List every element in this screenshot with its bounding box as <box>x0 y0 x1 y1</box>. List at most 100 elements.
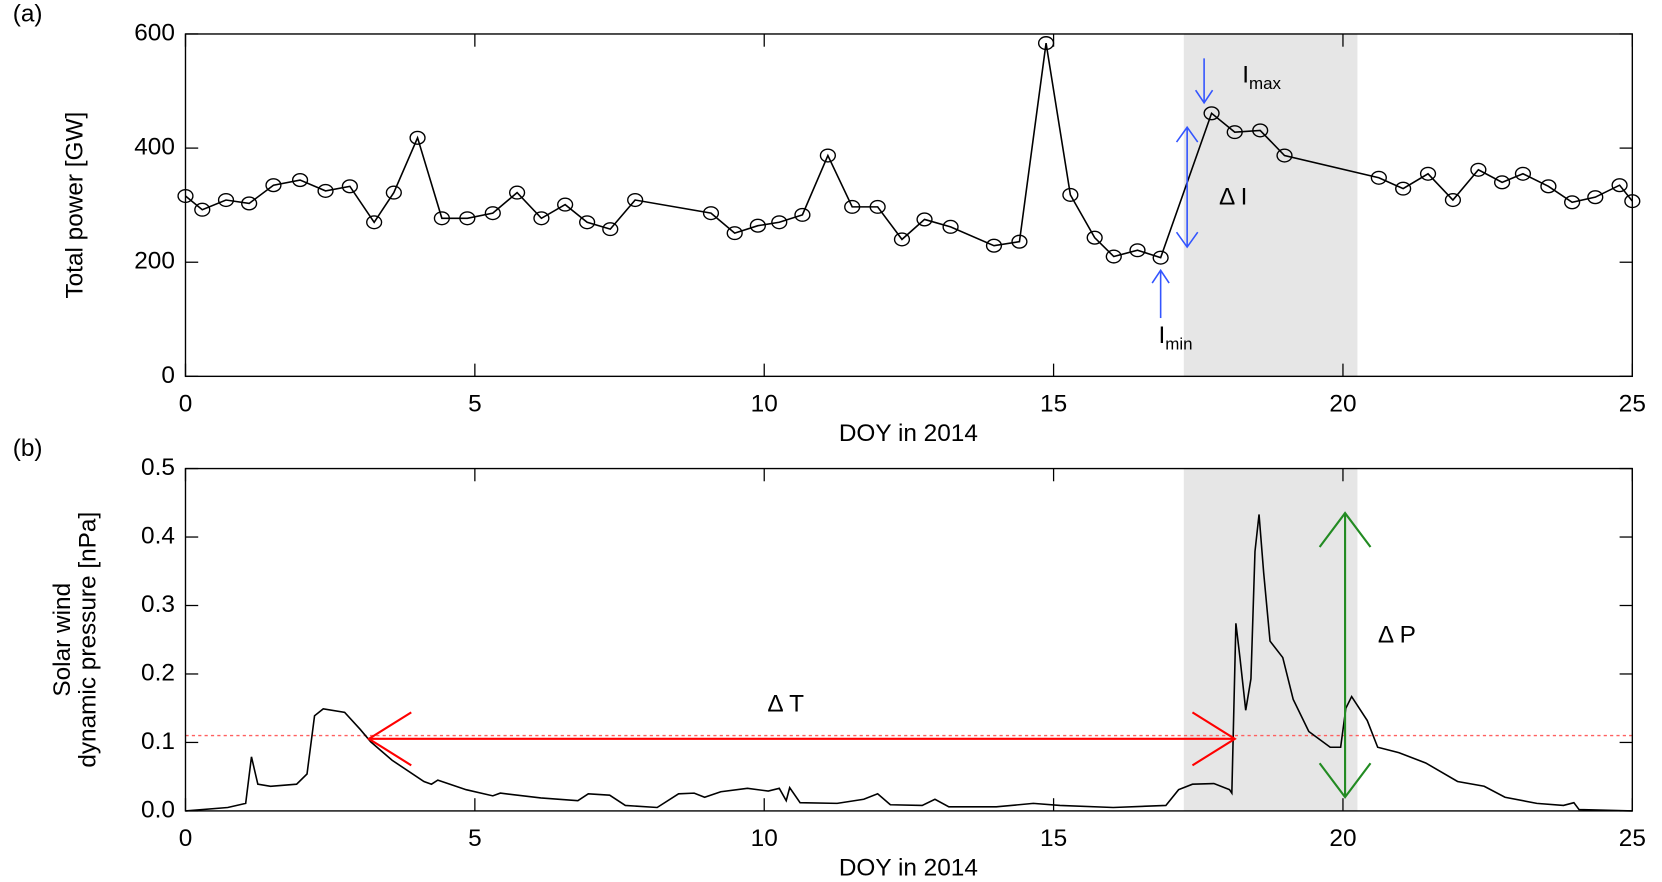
data-point <box>341 179 358 194</box>
data-point <box>627 192 644 208</box>
data-point <box>533 211 550 226</box>
data-point <box>177 188 194 204</box>
annotation-text: I <box>1159 323 1166 350</box>
background-layer <box>1183 33 1358 811</box>
data-point <box>1276 148 1293 163</box>
y-tick-label: 200 <box>134 248 175 275</box>
data-point <box>1564 195 1581 210</box>
x-tick-label: 15 <box>1040 390 1067 417</box>
data-point <box>942 219 959 234</box>
data-point <box>794 207 811 222</box>
data-point <box>1226 125 1243 140</box>
y-tick-label: 400 <box>134 134 175 161</box>
data-point <box>1514 166 1532 181</box>
x-tick-label: 25 <box>1619 390 1646 417</box>
data-point <box>217 192 235 208</box>
x-tick-label: 10 <box>751 390 778 417</box>
data-point <box>241 196 258 211</box>
y-tick-label: 0.1 <box>141 728 175 755</box>
y-tick-label: 0.5 <box>141 454 175 481</box>
y-tick-label: 0.2 <box>141 659 175 686</box>
delta-i-head-bottom <box>1175 231 1199 249</box>
x-tick-label: 5 <box>468 390 482 417</box>
annotation-delta-p: Δ P <box>1378 621 1416 648</box>
data-point <box>385 185 402 200</box>
x-axis-label: DOY in 2014 <box>839 420 978 447</box>
y-tick-label: 600 <box>134 19 175 46</box>
data-point <box>1419 166 1437 181</box>
delta-p-head-bottom <box>1318 762 1372 799</box>
x-tick-label: 0 <box>179 825 193 852</box>
data-point <box>508 185 526 200</box>
data-point <box>893 232 911 247</box>
annotation-text: I <box>1242 62 1249 89</box>
y-axis-label: Solar wind <box>49 583 76 697</box>
data-point <box>869 199 886 214</box>
x-tick-label: 5 <box>468 825 482 852</box>
data-point <box>317 183 334 198</box>
data-point <box>291 173 309 188</box>
plot-frame <box>184 33 1634 378</box>
data-point <box>579 215 596 230</box>
delta-i-head-top <box>1175 125 1199 143</box>
data-point <box>1611 178 1628 193</box>
annotation-subscript: max <box>1249 74 1282 93</box>
data-point <box>1129 243 1146 258</box>
x-axis-label: DOY in 2014 <box>839 855 978 882</box>
data-point <box>1203 106 1220 121</box>
annotation-subscript: min <box>1165 335 1192 354</box>
y-tick-label: 0.3 <box>141 591 175 618</box>
y-axis-label: dynamic pressure [nPa] <box>74 512 101 768</box>
data-point <box>557 197 574 212</box>
panel-label: (a) <box>13 0 43 27</box>
data-point <box>265 178 282 193</box>
data-point <box>1037 36 1055 51</box>
data-point <box>1152 250 1169 265</box>
y-tick-label: 0.0 <box>141 796 175 823</box>
data-point <box>194 202 211 217</box>
data-line <box>184 42 1633 259</box>
data-point <box>819 148 836 163</box>
data-line <box>185 514 1633 812</box>
x-tick-label: 15 <box>1040 825 1067 852</box>
annotation-imax: Imax <box>1242 62 1281 94</box>
annotations-a <box>1151 58 1214 319</box>
data-point <box>1624 194 1641 209</box>
data-point <box>1470 162 1487 177</box>
annotations-b <box>366 511 1372 799</box>
x-tick-label: 0 <box>179 390 193 417</box>
data-point <box>459 211 476 226</box>
data-point <box>602 222 619 237</box>
data-point <box>749 218 766 233</box>
data-point <box>916 212 933 227</box>
data-point <box>1395 181 1412 196</box>
data-point <box>1252 123 1269 138</box>
delta-p-head-top <box>1318 511 1372 548</box>
data-point <box>1105 249 1122 264</box>
data-point <box>433 211 450 226</box>
data-point <box>771 215 788 230</box>
data-point <box>1086 230 1103 245</box>
imax-arrow-head <box>1194 89 1214 105</box>
annotation-imin: Imin <box>1159 323 1193 355</box>
y-tick-label: 0.4 <box>141 522 175 549</box>
delta-t-head-right <box>1191 711 1237 767</box>
x-tick-label: 25 <box>1619 825 1646 852</box>
panel-label: (b) <box>13 435 43 462</box>
data-point <box>366 215 383 230</box>
data-point <box>1540 179 1557 194</box>
main-layer: 0 5 10 15 20 25 0 200 400 600 Total power [GW] 0 5 10… <box>49 19 1646 852</box>
data-point <box>1444 192 1462 208</box>
annotation-delta-t: Δ T <box>767 690 804 717</box>
delta-t-head-left <box>366 711 412 767</box>
data-point <box>484 206 501 221</box>
data-point <box>1011 234 1028 249</box>
x-tick-label: 20 <box>1329 825 1356 852</box>
data-point <box>702 206 720 221</box>
data-point <box>1370 170 1387 185</box>
data-point <box>1493 175 1511 190</box>
x-tick-label: 10 <box>751 825 778 852</box>
y-axis-label: Total power [GW] <box>62 112 89 299</box>
plot-frame <box>184 467 1634 812</box>
